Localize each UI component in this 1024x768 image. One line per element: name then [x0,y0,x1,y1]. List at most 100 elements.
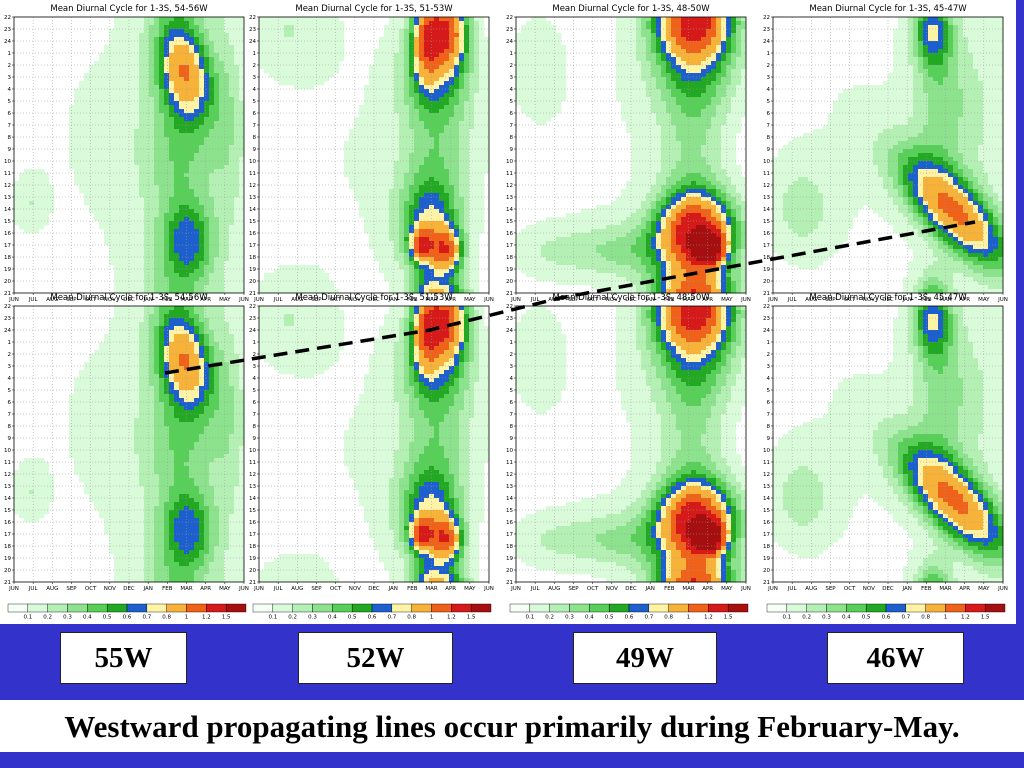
heatmap-cell [109,354,115,359]
heatmap-cell [139,169,145,174]
heatmap-cell [149,510,155,515]
heatmap-cell [119,125,125,130]
heatmap-cell [189,346,195,351]
heatmap-cell [189,129,195,134]
heatmap-cell [89,362,95,367]
heatmap-cell [129,193,135,198]
heatmap-cell [214,314,220,319]
heatmap-cell [104,105,110,110]
heatmap-cell [24,474,30,479]
heatmap-cell [114,133,120,138]
heatmap-cell [169,289,175,294]
heatmap-cell [189,358,195,363]
heatmap-cell [234,177,240,182]
heatmap-cell [154,342,160,347]
heatmap-cell [239,562,245,567]
heatmap-cell [129,354,135,359]
heatmap-cell [114,97,120,102]
heatmap-cell [114,17,120,22]
heatmap-cell [134,406,140,411]
heatmap-cell [124,205,130,210]
heatmap-cell [119,105,125,110]
heatmap-cell [189,165,195,170]
heatmap-cell [179,169,185,174]
heatmap-cell [404,45,410,50]
heatmap-cell [129,65,135,70]
y-tick-label: 18 [4,255,11,261]
heatmap-cell [404,25,410,30]
heatmap-cell [104,125,110,130]
heatmap-cell [194,105,200,110]
heatmap-cell [239,370,245,375]
heatmap-cell [239,109,245,114]
heatmap-cell [144,486,150,491]
heatmap-cell [124,229,130,234]
heatmap-cell [209,257,215,262]
heatmap-cell [99,209,105,214]
heatmap-cell [24,498,30,503]
heatmap-cell [79,93,85,98]
heatmap-cell [124,390,130,395]
heatmap-cell [339,33,345,38]
heatmap-cell [179,542,185,547]
heatmap-cell [229,530,235,535]
heatmap-cell [259,21,265,26]
heatmap-cell [124,157,130,162]
heatmap-cell [444,21,450,26]
heatmap-cell [134,510,140,515]
heatmap-cell [214,454,220,459]
heatmap-cell [104,85,110,90]
heatmap-cell [164,245,170,250]
heatmap-cell [159,289,165,294]
heatmap-cell [189,201,195,206]
heatmap-cell [474,17,480,22]
heatmap-cell [124,273,130,278]
heatmap-cell [174,81,180,86]
heatmap-cell [129,41,135,46]
heatmap-cell [164,458,170,463]
heatmap-cell [454,41,460,46]
heatmap-cell [209,261,215,266]
heatmap-cell [479,29,485,34]
heatmap-cell [169,550,175,555]
heatmap-cell [209,446,215,451]
heatmap-cell [284,21,290,26]
heatmap-cell [109,546,115,551]
heatmap-cell [169,418,175,423]
heatmap-cell [184,197,190,202]
heatmap-cell [234,306,240,311]
heatmap-cell [169,189,175,194]
heatmap-cell [139,33,145,38]
heatmap-cell [109,538,115,543]
heatmap-cell [99,149,105,154]
heatmap-cell [169,446,175,451]
heatmap-cell [114,498,120,503]
heatmap-cell [154,354,160,359]
heatmap-cell [49,193,55,198]
heatmap-cell [74,169,80,174]
heatmap-cell [19,506,25,511]
heatmap-cell [159,390,165,395]
heatmap-cell [184,386,190,391]
heatmap-cell [289,29,295,34]
heatmap-cell [189,322,195,327]
heatmap-cell [159,181,165,186]
heatmap-cell [104,169,110,174]
heatmap-cell [219,165,225,170]
heatmap-cell [154,285,160,290]
heatmap-cell [104,173,110,178]
heatmap-cell [234,165,240,170]
heatmap-cell [154,554,160,559]
heatmap-cell [149,478,155,483]
heatmap-cell [124,33,130,38]
heatmap-cell [164,137,170,142]
heatmap-cell [224,494,230,499]
heatmap-cell [169,402,175,407]
heatmap-cell [164,97,170,102]
heatmap-cell [24,482,30,487]
heatmap-cell [199,253,205,258]
heatmap-cell [209,45,215,50]
heatmap-cell [444,17,450,22]
heatmap-cell [114,370,120,375]
heatmap-cell [129,482,135,487]
